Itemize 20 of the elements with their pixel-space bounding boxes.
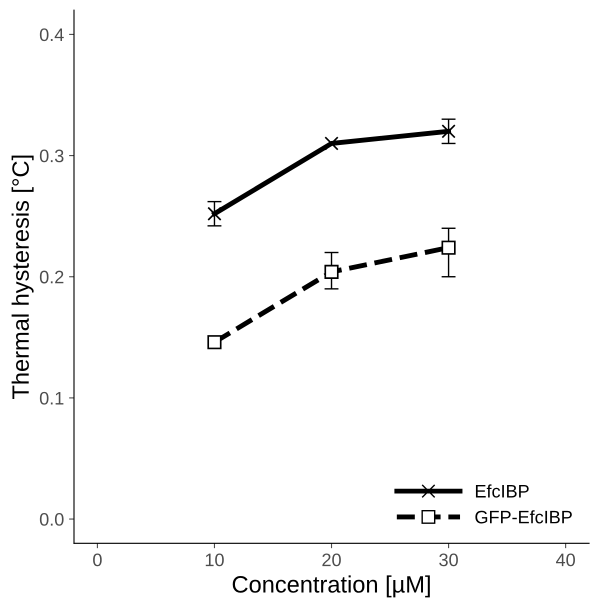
x-tick-label: 40 [556,553,575,566]
point [207,335,222,350]
legend-label: GFP-EfcIBP [475,510,572,524]
point [441,240,456,255]
point [324,136,339,151]
legend-label: EfcIBP [476,484,529,498]
point [207,206,222,221]
y-axis-title: Thermal hysteresis [°C] [12,156,34,400]
point [441,124,456,138]
x-tick-label: 10 [206,553,224,566]
y-tick-label: 0.1 [40,392,64,405]
y-tick-label: 0.3 [40,150,64,162]
x-tick-label: 30 [439,553,458,566]
y-tick-label: 0.0 [40,512,64,526]
y-tick-label: 0.4 [40,28,64,42]
y-tick-label: 0.2 [40,270,64,284]
x-axis-title: Concentration [µM] [232,575,430,598]
x-tick-label: 0 [93,553,102,566]
x-tick-label: 20 [322,553,341,566]
point [324,264,339,279]
